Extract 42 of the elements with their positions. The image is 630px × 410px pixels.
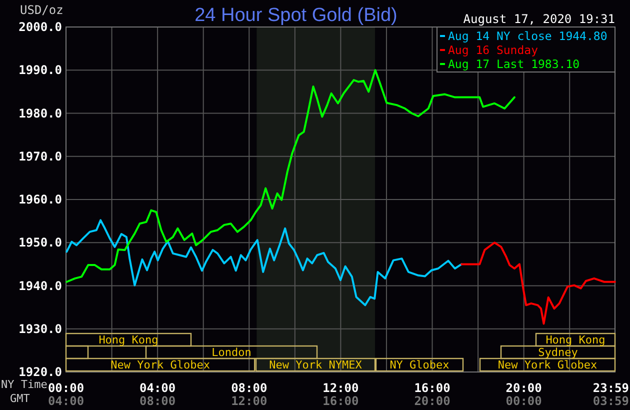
y-tick-label: 1990.0 bbox=[18, 63, 62, 78]
annotation: Hong Kong bbox=[98, 334, 158, 346]
x2-tick-label: 08:00 bbox=[140, 394, 176, 408]
x-tick-label: 08:00 bbox=[231, 381, 268, 395]
legend-label: Aug 17 Last 1983.10 bbox=[448, 57, 580, 71]
x2-tick-label: 20:00 bbox=[414, 394, 450, 408]
x-tick-label: 00:00 bbox=[48, 381, 84, 395]
line-series bbox=[460, 242, 616, 325]
x2-tick-label: 16:00 bbox=[322, 394, 359, 408]
chart-title: 24 Hour Spot Gold (Bid) bbox=[194, 5, 398, 26]
annotation: Hong Kong bbox=[546, 334, 606, 346]
y-tick-label: 1930.0 bbox=[18, 322, 62, 336]
legend-label: Aug 14 NY close 1944.80 bbox=[448, 29, 608, 43]
y-tick-label: 2000.0 bbox=[18, 20, 62, 34]
x2-tick-label: 04:00 bbox=[48, 394, 84, 408]
chart-subtitle: August 17, 2020 19:31 bbox=[463, 12, 615, 26]
y-tick-label: 1950.0 bbox=[18, 236, 62, 250]
x2-tick-label: 00:00 bbox=[506, 394, 542, 408]
x-axis-title: NY Time bbox=[1, 378, 48, 391]
line-series bbox=[66, 219, 463, 306]
y-tick-label: 1980.0 bbox=[18, 106, 62, 120]
y-tick-label: 1970.0 bbox=[18, 149, 62, 164]
y-tick-label: 1940.0 bbox=[18, 278, 62, 293]
y-tick-label: 1960.0 bbox=[18, 192, 62, 206]
annotation: London bbox=[212, 346, 252, 359]
x-tick-label: 12:00 bbox=[322, 381, 359, 395]
annotation: New York Globex bbox=[110, 358, 210, 372]
x2-tick-label: 03:59 bbox=[592, 394, 629, 408]
x-tick-label: 20:00 bbox=[506, 381, 542, 395]
annotation: New York Globex bbox=[498, 358, 598, 372]
line-series bbox=[66, 69, 516, 283]
x2-axis-title: GMT bbox=[10, 392, 30, 405]
x2-tick-label: 12:00 bbox=[231, 394, 268, 408]
y-tick-label: 1920.0 bbox=[18, 365, 62, 379]
annotation: New York NYMEX bbox=[269, 358, 362, 372]
x-tick-label: 04:00 bbox=[140, 381, 176, 395]
legend-label: Aug 16 Sunday bbox=[448, 43, 538, 57]
y-axis-title: USD/oz bbox=[20, 3, 64, 17]
annotation: Sydney bbox=[538, 346, 578, 359]
x-tick-label: 23:59 bbox=[592, 381, 629, 395]
annotation: NY Globex bbox=[390, 358, 450, 372]
x-tick-label: 16:00 bbox=[414, 381, 450, 395]
